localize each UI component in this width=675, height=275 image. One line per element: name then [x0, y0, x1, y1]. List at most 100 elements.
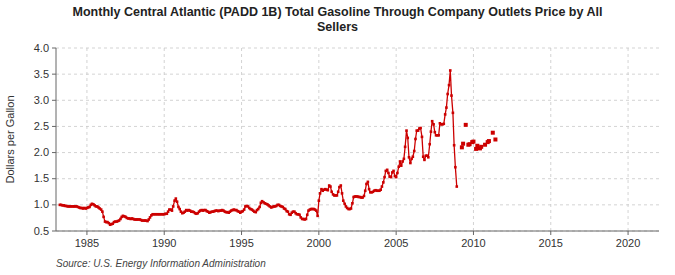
point: [399, 160, 402, 163]
point: [461, 142, 465, 146]
point: [423, 159, 426, 162]
y-grid-line: [56, 100, 659, 101]
y-tick-label: 0.5: [34, 225, 49, 237]
y-tick: [52, 204, 56, 205]
y-tick: [52, 231, 56, 232]
x-tick-label: 2010: [461, 237, 485, 249]
point: [448, 84, 451, 87]
point: [422, 155, 425, 158]
point: [337, 190, 340, 193]
y-tick: [52, 178, 56, 179]
point: [403, 158, 406, 161]
point: [428, 143, 431, 146]
point: [305, 218, 308, 221]
point: [430, 130, 433, 133]
point: [444, 113, 447, 116]
point: [101, 210, 104, 213]
point: [341, 192, 344, 195]
y-tick: [52, 126, 56, 127]
point: [327, 189, 330, 192]
y-tick-label: 4.0: [34, 42, 49, 54]
point: [397, 165, 400, 168]
y-tick-label: 2.0: [34, 146, 49, 158]
y-grid-line: [56, 204, 659, 205]
point: [452, 112, 455, 115]
point: [427, 156, 430, 159]
point: [383, 176, 386, 179]
point: [178, 208, 181, 211]
point: [172, 205, 175, 208]
x-tick: [628, 231, 629, 235]
line: [60, 70, 457, 224]
x-tick-label: 2005: [384, 237, 408, 249]
x-tick-label: 2015: [539, 237, 563, 249]
point: [382, 181, 385, 184]
x-tick-label: 2020: [616, 237, 640, 249]
point: [367, 181, 370, 184]
x-axis-line: [56, 231, 659, 232]
point: [409, 162, 412, 165]
x-grid-line: [164, 48, 165, 231]
point: [437, 134, 440, 137]
point: [176, 200, 179, 203]
point: [431, 120, 434, 123]
point: [336, 194, 339, 197]
point: [379, 188, 382, 191]
point: [460, 145, 464, 149]
point: [414, 138, 417, 141]
series: [460, 123, 498, 151]
point: [351, 202, 354, 205]
series: [59, 69, 458, 226]
point: [434, 131, 437, 134]
point: [258, 206, 261, 209]
point: [419, 127, 422, 130]
chart: Monthly Central Atlantic (PADD 1B) Total…: [0, 0, 675, 275]
x-tick-label: 1985: [75, 237, 99, 249]
point: [400, 164, 403, 167]
point: [318, 199, 321, 202]
point: [401, 160, 404, 163]
point: [319, 192, 322, 195]
x-tick: [318, 231, 319, 235]
point: [315, 209, 318, 212]
point: [493, 138, 497, 142]
point: [445, 106, 448, 109]
y-axis-line: [56, 48, 57, 231]
point: [287, 210, 290, 213]
point: [343, 203, 346, 206]
point: [387, 172, 390, 175]
point: [479, 145, 483, 149]
point: [392, 170, 395, 173]
point: [306, 213, 309, 216]
point: [453, 144, 456, 147]
point: [406, 137, 409, 140]
x-grid-line: [473, 48, 474, 231]
point: [446, 93, 449, 96]
y-grid-line: [56, 178, 659, 179]
grid: [56, 48, 659, 231]
point: [413, 150, 416, 153]
point: [243, 208, 246, 211]
y-tick: [52, 100, 56, 101]
x-tick: [473, 231, 474, 235]
point: [368, 188, 371, 191]
point: [450, 94, 453, 97]
x-grid-line: [86, 48, 87, 231]
x-tick: [550, 231, 551, 235]
point: [421, 136, 424, 139]
point: [329, 185, 332, 188]
title: Monthly Central Atlantic (PADD 1B) Total…: [73, 5, 603, 34]
point: [405, 129, 408, 132]
point: [330, 190, 333, 193]
point: [449, 69, 452, 72]
point: [386, 169, 389, 172]
point: [316, 215, 319, 218]
y-tick: [52, 74, 56, 75]
x-tick: [241, 231, 242, 235]
y-tick-label: 1.0: [34, 198, 49, 210]
point: [390, 176, 393, 179]
y-grid-line: [56, 231, 659, 232]
point: [381, 185, 384, 188]
point: [491, 131, 495, 135]
y-grid-line: [56, 126, 659, 127]
